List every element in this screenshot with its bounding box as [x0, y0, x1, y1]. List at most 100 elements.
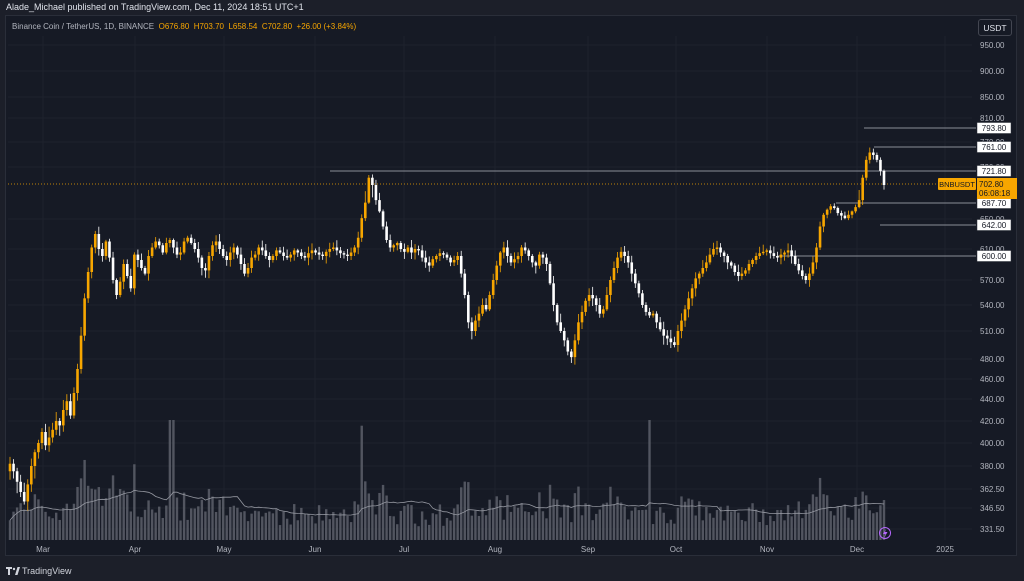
volume-bar	[140, 517, 143, 540]
countdown-label: 06:08:18	[979, 189, 1011, 198]
volume-bar	[467, 482, 470, 540]
volume-bar	[189, 508, 193, 540]
volume-bar	[833, 515, 836, 540]
volume-bar	[570, 522, 573, 540]
candle-body	[431, 259, 435, 266]
candle-body	[573, 340, 577, 358]
candle-body	[79, 335, 83, 369]
symbol-name: Binance Coin / TetherUS, 1D, BINANCE	[12, 22, 155, 31]
candle-body	[477, 313, 481, 321]
price-tick-label: 346.50	[980, 504, 1005, 513]
volume-bar	[470, 515, 474, 540]
level-label-box	[976, 122, 1012, 134]
volume-bar	[150, 509, 154, 540]
volume-bar	[353, 501, 356, 540]
candle-body	[435, 256, 438, 260]
candle-body	[882, 170, 886, 186]
candle-body	[701, 268, 705, 274]
candle-body	[506, 247, 509, 256]
candle-body	[616, 257, 619, 268]
candle-body	[243, 264, 246, 274]
candle-body	[758, 253, 761, 256]
volume-bar	[563, 504, 566, 540]
candlesticks	[8, 147, 886, 511]
volume-bar	[239, 512, 243, 540]
volume-bar	[793, 510, 797, 540]
volume-bar	[854, 497, 857, 540]
price-tick-label: 420.00	[980, 417, 1005, 426]
candle-body	[147, 256, 150, 274]
candle-body	[658, 322, 662, 330]
currency-button[interactable]: USDT	[978, 19, 1012, 36]
volume-bar	[420, 511, 424, 540]
candle-body	[808, 273, 811, 280]
volume-bar	[275, 509, 278, 540]
candle-body	[133, 254, 136, 289]
price-tick-label: 510.00	[980, 327, 1005, 336]
volume-bar	[133, 464, 136, 540]
time-tick-label: Jul	[399, 545, 409, 554]
candle-body	[634, 273, 637, 284]
change-value: +26.00 (+3.84%)	[296, 22, 357, 31]
candle-body	[427, 262, 431, 266]
volume-bar	[278, 525, 282, 540]
candle-body	[605, 295, 609, 310]
candle-body	[292, 250, 296, 255]
candle-body	[374, 185, 378, 201]
volume-bar	[641, 509, 644, 540]
volume-bar	[204, 511, 207, 540]
candle-body	[832, 206, 836, 208]
time-tick-label: Mar	[36, 545, 50, 554]
volume-bar	[850, 519, 854, 540]
volume-bar	[335, 517, 339, 540]
volume-bar	[495, 496, 498, 540]
volume-bar	[388, 515, 392, 540]
candle-body	[381, 211, 385, 227]
candle-body	[584, 300, 587, 312]
candle-body	[179, 252, 182, 255]
candle-body	[818, 226, 822, 248]
tradingview-logo-icon[interactable]	[6, 567, 20, 575]
candle-body	[623, 251, 626, 256]
candle-body	[339, 250, 342, 254]
volume-bar	[328, 519, 331, 540]
candle-body	[648, 311, 651, 316]
volume-bar	[15, 507, 19, 540]
volume-bar	[609, 486, 612, 540]
volume-bar	[51, 518, 54, 540]
candle-body	[872, 152, 875, 155]
candle-body	[363, 202, 367, 219]
candle-body	[868, 152, 872, 160]
volume-bar	[303, 513, 307, 540]
candle-body	[509, 256, 513, 263]
volume-bar	[857, 508, 861, 540]
last-price-label: 702.80	[979, 180, 1004, 189]
volume-bar	[744, 521, 747, 540]
brand-name[interactable]: TradingView	[22, 566, 72, 576]
level-label: 642.00	[982, 221, 1007, 230]
time-tick-label: Sep	[581, 545, 596, 554]
candle-body	[815, 247, 818, 263]
volume-bar	[754, 509, 758, 540]
candle-body	[442, 253, 445, 255]
level-label: 761.00	[982, 143, 1007, 152]
candle-body	[602, 309, 605, 314]
volume-bar	[143, 509, 147, 540]
volume-bar	[680, 496, 683, 540]
volume-bar	[541, 511, 545, 540]
candle-body	[76, 369, 79, 393]
candle-body	[502, 247, 506, 253]
candle-body	[516, 256, 520, 260]
symbol-legend: Binance Coin / TetherUS, 1D, BINANCE O67…	[12, 22, 356, 31]
candle-body	[857, 200, 861, 208]
candle-body	[726, 256, 729, 263]
volume-bar	[602, 503, 605, 540]
volume-bar	[872, 513, 875, 540]
volume-bar	[111, 475, 115, 540]
time-tick-label: Nov	[760, 545, 774, 554]
candle-body	[861, 177, 864, 201]
volume-bar	[449, 520, 452, 540]
volume-bar	[207, 488, 211, 540]
price-levels	[8, 127, 976, 257]
